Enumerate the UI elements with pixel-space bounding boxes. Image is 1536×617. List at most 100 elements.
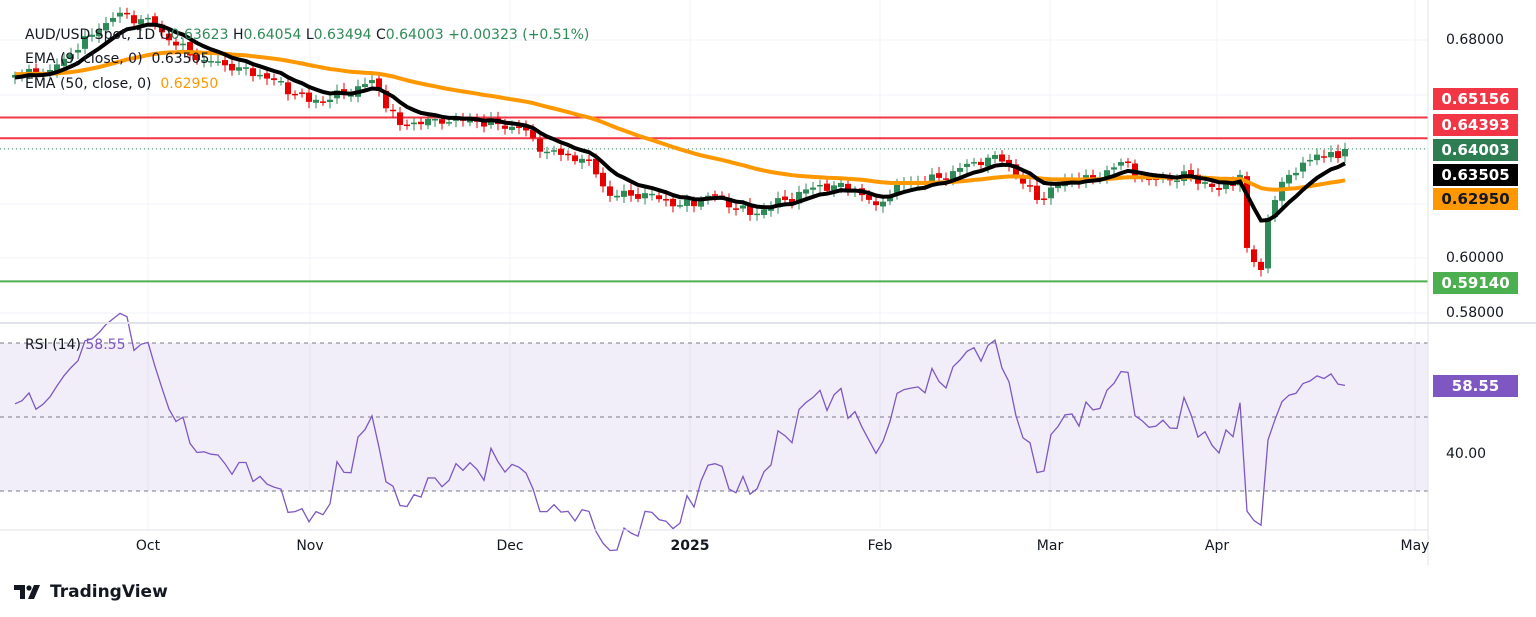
candle-body xyxy=(607,186,613,196)
candle-body xyxy=(936,173,942,178)
candle-body xyxy=(110,17,116,22)
candle-body xyxy=(327,99,333,103)
candle-body xyxy=(306,92,312,102)
time-tick: Dec xyxy=(496,538,524,554)
candle-body xyxy=(103,23,109,31)
candle-body xyxy=(397,112,403,126)
low-value: 0.63494 xyxy=(313,27,372,43)
rsi-line xyxy=(14,312,1346,552)
time-tick: Apr xyxy=(1204,538,1230,554)
candle-body xyxy=(943,178,949,180)
change-value: +0.00323 (+0.51%) xyxy=(448,27,590,43)
candle-body xyxy=(1265,217,1271,269)
candle-body xyxy=(796,191,802,204)
ema50-value: 0.62950 xyxy=(160,76,219,92)
candle-body xyxy=(810,187,816,190)
candle-body xyxy=(26,68,32,75)
symbol-label: AUD/USD Spot, 1D xyxy=(25,27,156,43)
candle-body xyxy=(285,82,291,95)
candle-body xyxy=(754,213,760,216)
candle-body xyxy=(831,185,837,192)
rsi-pane xyxy=(0,342,1428,492)
candle-body xyxy=(635,194,641,199)
ema9-legend[interactable]: EMA (9, close, 0) 0.63505 xyxy=(25,51,209,67)
candle-body xyxy=(89,34,95,37)
high-value: 0.64054 xyxy=(243,27,302,43)
candle-body xyxy=(194,54,200,61)
ema50-line xyxy=(15,49,1346,192)
candle-body xyxy=(656,195,662,200)
candle-body xyxy=(1104,170,1110,179)
candle-body xyxy=(817,184,823,187)
ema9-line xyxy=(14,22,1346,223)
candle-body xyxy=(663,199,669,201)
candle-body xyxy=(215,61,221,63)
candle-body xyxy=(1314,154,1320,161)
candle-body xyxy=(1244,176,1250,248)
candle-body xyxy=(390,109,396,112)
candle-body xyxy=(1342,149,1348,157)
tradingview-logo[interactable]: TradingView xyxy=(14,582,168,602)
candle-body xyxy=(138,19,144,25)
candle-body xyxy=(250,68,256,77)
candle-body xyxy=(1125,161,1131,163)
candle-body xyxy=(964,163,970,167)
candle-body xyxy=(313,99,319,103)
candle-body xyxy=(1111,167,1117,170)
last-price-badge: 0.64003 xyxy=(1433,139,1518,161)
candle-body xyxy=(838,182,844,187)
time-tick: May xyxy=(1400,538,1430,554)
candle-body xyxy=(761,209,767,215)
candle-body xyxy=(1027,185,1033,187)
time-tick: Nov xyxy=(296,538,324,554)
candle-body xyxy=(1209,183,1215,187)
ohlc-legend: AUD/USD Spot, 1D O0.63623 H0.64054 L0.63… xyxy=(25,27,589,43)
candle-body xyxy=(1034,185,1040,200)
candle-body xyxy=(411,122,417,125)
time-tick: Oct xyxy=(135,538,161,554)
candle-body xyxy=(600,172,606,187)
candle-body xyxy=(726,198,732,208)
candle-body xyxy=(1223,183,1229,190)
candle-body xyxy=(432,119,438,121)
candle-body xyxy=(894,184,900,194)
ema50-label: EMA (50, close, 0) xyxy=(25,76,152,92)
candle-body xyxy=(145,17,151,20)
support-badge: 0.59140 xyxy=(1433,272,1518,294)
candle-body xyxy=(950,171,956,182)
candle-body xyxy=(1188,169,1194,177)
candle-body xyxy=(551,150,557,152)
rsi-legend[interactable]: RSI (14) 58.55 xyxy=(25,337,125,353)
close-value: 0.64003 xyxy=(385,27,444,43)
candle-body xyxy=(117,12,123,17)
candle-body xyxy=(299,92,305,94)
grid xyxy=(0,0,1428,530)
open-label: O xyxy=(159,27,171,43)
candle-body xyxy=(586,159,592,161)
candle-body xyxy=(446,122,452,124)
rsi-tick: 40.00 xyxy=(1446,446,1487,462)
candle-body xyxy=(229,63,235,71)
price-tick: 0.60000 xyxy=(1446,250,1504,266)
candle-body xyxy=(642,193,648,199)
candle-body xyxy=(1013,164,1019,176)
candle-body xyxy=(999,154,1005,162)
candle-body xyxy=(1006,159,1012,166)
candle-body xyxy=(1328,151,1334,158)
rsi-badge: 58.55 xyxy=(1433,375,1518,397)
candle-body xyxy=(1020,176,1026,184)
candle-body xyxy=(418,121,424,125)
candle-body xyxy=(271,78,277,81)
candle-body xyxy=(502,125,508,129)
ema50-badge: 0.62950 xyxy=(1433,188,1518,210)
candle-body xyxy=(1300,162,1306,172)
ema9-label: EMA (9, close, 0) xyxy=(25,51,143,67)
candle-body xyxy=(649,193,655,196)
candle-body xyxy=(1090,175,1096,178)
ema50-legend[interactable]: EMA (50, close, 0) 0.62950 xyxy=(25,76,218,92)
candle-body xyxy=(565,153,571,156)
candle-body xyxy=(1272,199,1278,217)
candle-body xyxy=(131,15,137,24)
candle-body xyxy=(621,190,627,197)
